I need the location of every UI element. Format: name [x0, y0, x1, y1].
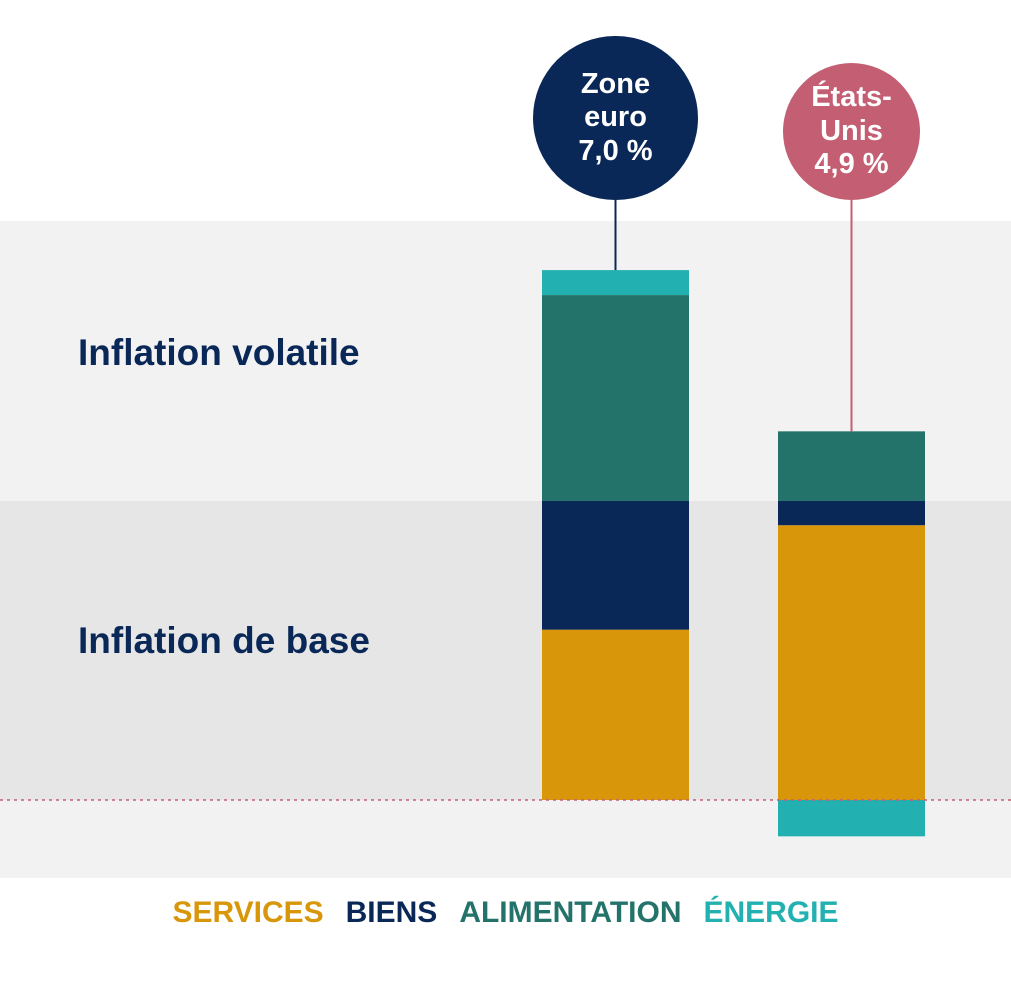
total-bubble: États-Unis 4,9 % [782, 62, 921, 200]
bar-segment [542, 629, 689, 800]
total-label: 7,0 % [578, 134, 653, 167]
bar-segment [778, 800, 925, 837]
band-label: Inflation de base [78, 620, 370, 661]
legend-entry: SERVICES [172, 896, 324, 929]
band-label: Inflation volatile [78, 332, 360, 373]
total-bubble: Zone euro 7,0 % [533, 35, 698, 200]
bar-segment [778, 500, 925, 526]
legend-entry: BIENS [345, 896, 438, 929]
legend-entry: ALIMENTATION [459, 896, 682, 929]
legend-entry: ÉNERGIE [703, 896, 839, 929]
bar-segment [542, 500, 689, 630]
bar-segment [778, 431, 925, 501]
category-label: États-Unis [811, 81, 892, 147]
bar-segment [778, 525, 925, 800]
bar-segment [542, 270, 689, 296]
total-label: 4,9 % [814, 148, 889, 181]
bar-segment [542, 295, 689, 501]
category-label: Zone euro [580, 67, 651, 134]
legend: SERVICES BIENS ALIMENTATION ÉNERGIE [0, 896, 1011, 930]
